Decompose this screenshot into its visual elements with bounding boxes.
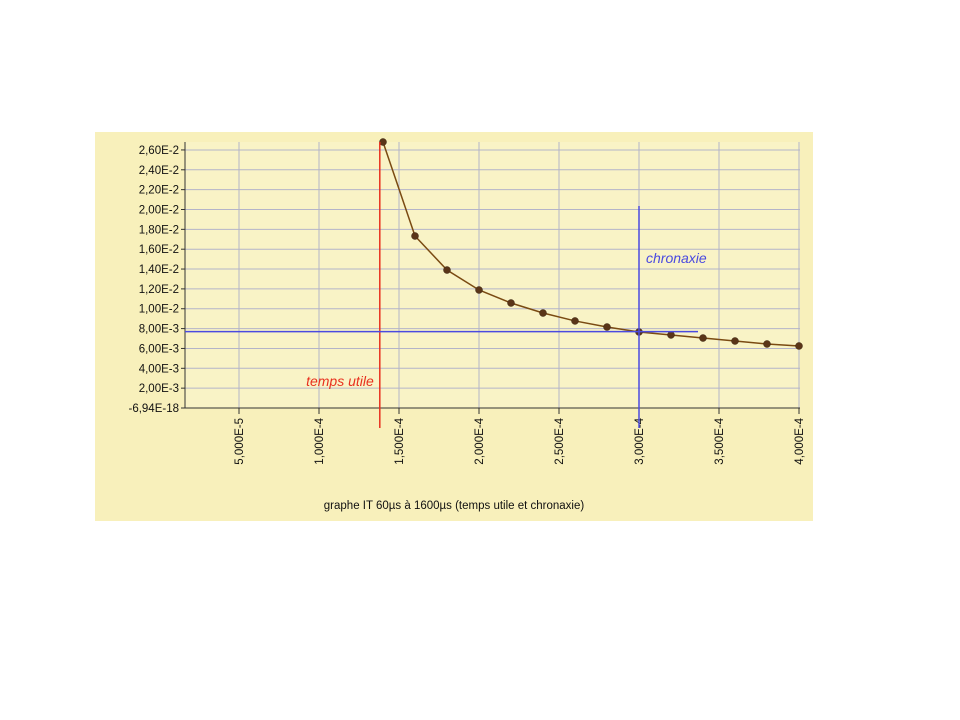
y-tick-label: 2,00E-3	[139, 383, 179, 395]
data-point	[763, 340, 771, 348]
y-tick-label: 2,20E-2	[139, 185, 179, 197]
data-point	[475, 286, 483, 294]
y-tick-label: 1,20E-2	[139, 284, 179, 296]
data-point	[603, 323, 611, 331]
y-tick-label: 1,80E-2	[139, 224, 179, 236]
data-point	[667, 331, 675, 339]
x-tick-label: 2,000E-4	[474, 417, 486, 464]
x-tick-label: 3,500E-4	[714, 417, 726, 464]
data-point	[539, 309, 547, 317]
x-tick-label: 1,000E-4	[314, 417, 326, 464]
x-tick-label: 1,500E-4	[394, 417, 406, 464]
annotation: chronaxie	[646, 250, 707, 266]
x-tick-label: 5,000E-5	[234, 418, 246, 465]
y-tick-label: 1,00E-2	[139, 304, 179, 316]
x-tick-label: 4,000E-4	[794, 417, 806, 464]
y-tick-label: 4,00E-3	[139, 363, 179, 375]
y-tick-label: 1,40E-2	[139, 264, 179, 276]
chart-title: graphe IT 60µs à 1600µs (temps utile et …	[324, 500, 585, 512]
data-line	[382, 141, 800, 347]
y-tick-label: 1,60E-2	[139, 244, 179, 256]
y-tick-label: 6,00E-3	[139, 343, 179, 355]
data-point	[699, 334, 707, 342]
data-point	[507, 299, 515, 307]
y-tick-label: 2,40E-2	[139, 165, 179, 177]
y-tick-label: 8,00E-3	[139, 324, 179, 336]
y-tick-label: -6,94E-18	[128, 403, 179, 415]
x-tick-label: 3,000E-4	[634, 417, 646, 464]
data-point	[411, 232, 419, 240]
data-point	[443, 266, 451, 274]
annotation: temps utile	[306, 373, 374, 389]
data-point	[731, 337, 739, 345]
data-point	[571, 317, 579, 325]
y-tick-label: 2,00E-2	[139, 204, 179, 216]
y-tick-label: 2,60E-2	[139, 145, 179, 157]
data-point	[795, 342, 803, 350]
x-tick-label: 2,500E-4	[554, 417, 566, 464]
plot-area	[185, 142, 800, 408]
